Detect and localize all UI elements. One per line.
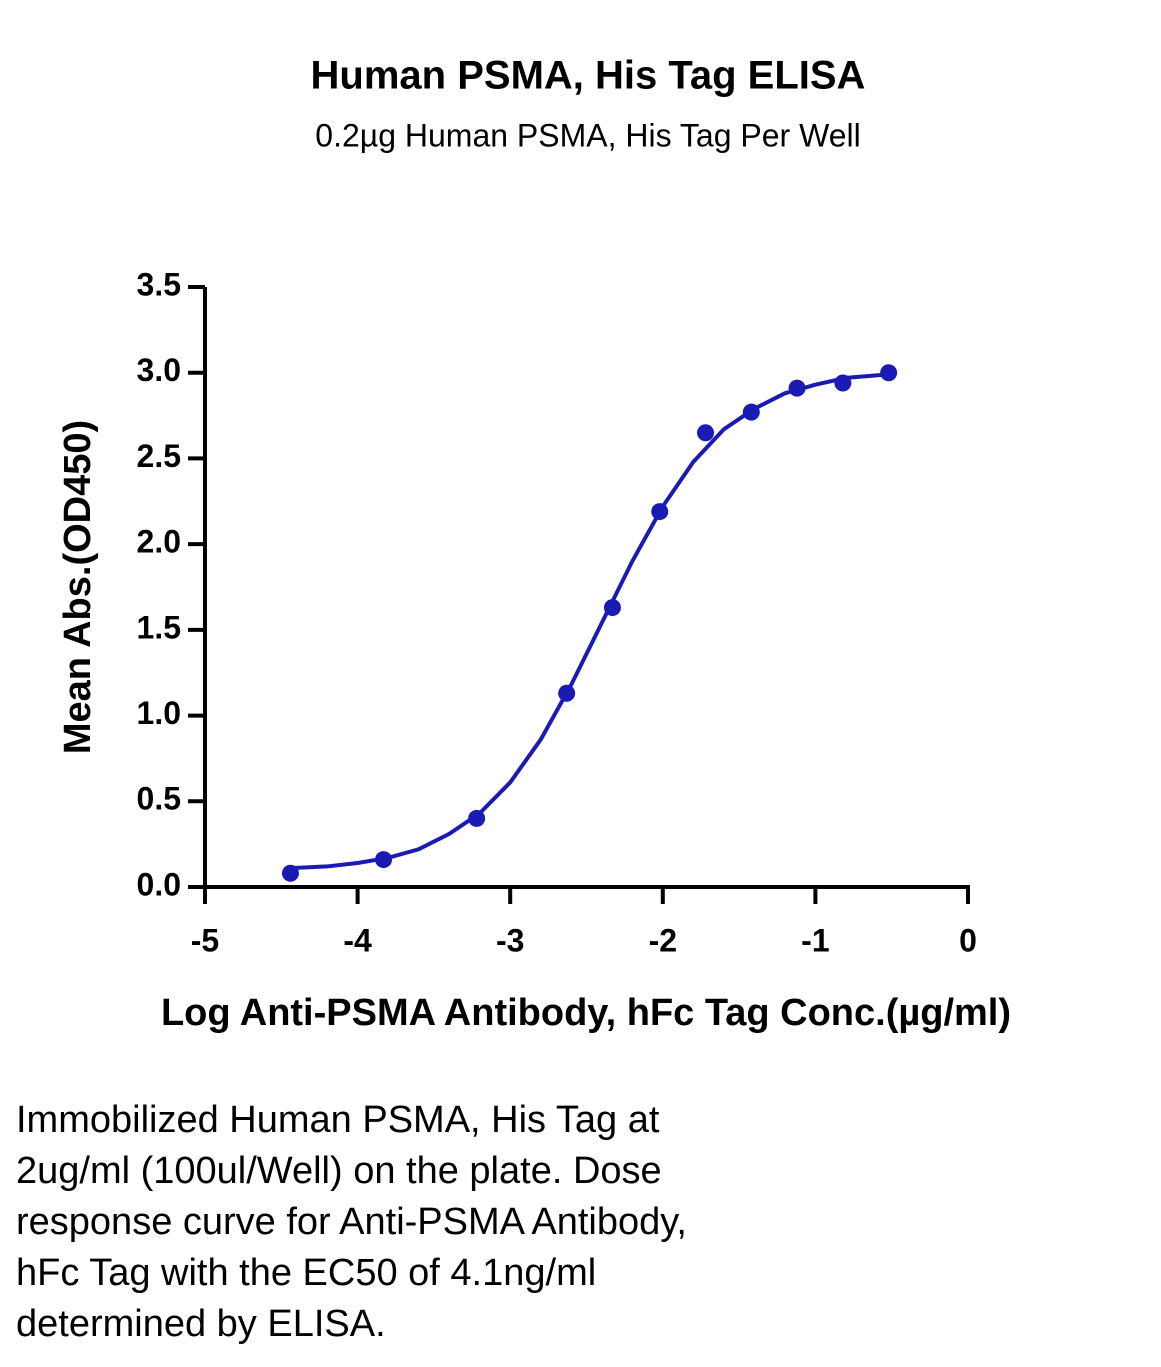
caption-line: 2ug/ml (100ul/Well) on the plate. Dose — [16, 1150, 662, 1192]
x-tick-label: -1 — [801, 922, 829, 958]
x-tick-label: -3 — [496, 922, 524, 958]
y-tick-label: 1.5 — [137, 609, 181, 645]
data-point — [880, 364, 898, 382]
x-axis-label: Log Anti-PSMA Antibody, hFc Tag Conc.(µg… — [161, 992, 1011, 1034]
chart-title: Human PSMA, His Tag ELISA — [311, 54, 866, 98]
y-tick-label: 0.5 — [137, 781, 181, 817]
x-tick-label: -4 — [343, 922, 372, 958]
data-point — [603, 599, 621, 617]
y-axis-label: Mean Abs.(OD450) — [57, 420, 99, 754]
data-point — [834, 374, 852, 392]
caption-line: determined by ELISA. — [16, 1303, 386, 1345]
data-point — [281, 864, 299, 882]
data-point — [651, 503, 669, 521]
y-tick-label: 3.0 — [137, 352, 181, 388]
y-tick-label: 1.0 — [137, 695, 181, 731]
data-point — [558, 684, 576, 702]
data-point — [697, 424, 715, 442]
caption-line: hFc Tag with the EC50 of 4.1ng/ml — [16, 1252, 596, 1294]
y-tick-label: 2.0 — [137, 524, 181, 560]
x-tick-label: 0 — [959, 922, 977, 958]
y-tick-label: 2.5 — [137, 438, 181, 474]
data-point — [742, 403, 760, 421]
x-tick-label: -5 — [191, 922, 219, 958]
data-point — [375, 851, 393, 869]
y-tick-label: 3.5 — [137, 266, 181, 302]
chart-subtitle: 0.2µg Human PSMA, His Tag Per Well — [315, 117, 860, 153]
data-point — [788, 379, 806, 397]
fit-curve — [290, 372, 889, 871]
x-tick-label: -2 — [649, 922, 677, 958]
caption-line: Immobilized Human PSMA, His Tag at — [16, 1099, 660, 1141]
data-point — [468, 809, 486, 827]
caption-line: response curve for Anti-PSMA Antibody, — [16, 1201, 687, 1243]
y-tick-label: 0.0 — [137, 866, 181, 902]
